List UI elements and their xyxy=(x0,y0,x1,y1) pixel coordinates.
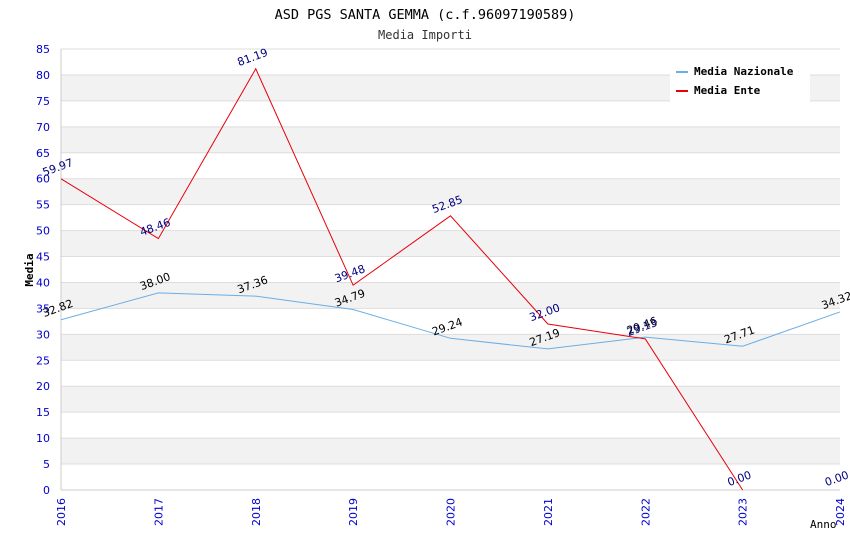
grid-band xyxy=(61,438,840,465)
y-tick-label: 25 xyxy=(36,354,50,367)
grid-band xyxy=(61,386,840,413)
grid-band xyxy=(61,126,840,153)
data-label-media-ente: 0.00 xyxy=(823,468,850,489)
x-tick-label: 2019 xyxy=(347,498,360,526)
legend-label-media-nazionale: Media Nazionale xyxy=(694,65,794,78)
y-tick-label: 35 xyxy=(36,302,50,315)
grid-bands xyxy=(61,74,840,465)
legend-label-media-ente: Media Ente xyxy=(694,84,761,97)
data-label-media-ente: 39.48 xyxy=(333,262,367,285)
y-tick-label: 15 xyxy=(36,406,50,419)
data-label-media-nazionale: 32.82 xyxy=(41,297,75,320)
y-tick-label: 85 xyxy=(36,43,50,56)
y-tick-label: 30 xyxy=(36,328,50,341)
x-tick-label: 2018 xyxy=(250,498,263,526)
y-tick-label: 55 xyxy=(36,199,50,212)
chart-title: ASD PGS SANTA GEMMA (c.f.96097190589) xyxy=(275,7,576,23)
grid-band xyxy=(61,282,840,309)
x-axis-ticks: 2016 2017 2018 2019 2020 2021 2022 2023 2024 xyxy=(55,498,847,526)
series-line-media-ente xyxy=(60,67,744,491)
x-tick-label: 2020 xyxy=(445,498,458,526)
y-axis-ticks: 0 5 10 15 20 25 30 35 40 45 50 55 60 65 70 75 80 85 xyxy=(36,43,50,497)
y-axis-label: Media xyxy=(23,253,36,286)
y-tick-label: 5 xyxy=(43,458,50,471)
y-tick-label: 65 xyxy=(36,147,50,160)
y-tick-label: 20 xyxy=(36,380,50,393)
axes xyxy=(60,49,840,491)
x-tick-label: 2016 xyxy=(55,498,68,526)
x-tick-label: 2017 xyxy=(152,498,165,526)
legend: Media Nazionale Media Ente xyxy=(670,60,810,102)
series-lines xyxy=(60,67,841,491)
y-tick-label: 40 xyxy=(36,276,50,289)
y-tick-label: 0 xyxy=(43,484,50,497)
x-axis-label: Anno xyxy=(810,518,837,531)
x-tick-label: 2023 xyxy=(737,498,750,526)
y-tick-label: 80 xyxy=(36,69,50,82)
x-tick-label: 2024 xyxy=(834,498,847,526)
y-tick-label: 70 xyxy=(36,121,50,134)
grid-band xyxy=(61,230,840,257)
y-tick-label: 60 xyxy=(36,173,50,186)
y-tick-label: 45 xyxy=(36,251,50,264)
x-tick-label: 2022 xyxy=(639,498,652,526)
grid-lines xyxy=(61,48,840,491)
x-tick-label: 2021 xyxy=(542,498,555,526)
grid-band xyxy=(61,178,840,205)
chart-subtitle: Media Importi xyxy=(378,28,472,42)
y-tick-label: 50 xyxy=(36,225,50,238)
y-tick-label: 75 xyxy=(36,95,50,108)
series-line-media-nazionale xyxy=(60,292,841,350)
y-tick-label: 10 xyxy=(36,432,50,445)
legend-box xyxy=(670,60,810,102)
